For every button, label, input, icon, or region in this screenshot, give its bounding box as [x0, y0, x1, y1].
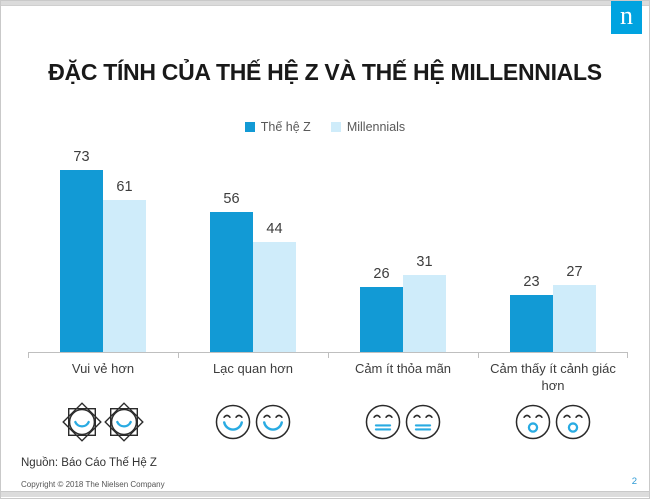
happy-face-icon	[254, 403, 292, 441]
bar-group-3: 26 31	[328, 152, 478, 352]
bar-gen-z-cat3: 26	[360, 266, 403, 352]
bar-group-1: 73 61	[28, 149, 178, 352]
bar-group-2: 56 44	[178, 152, 328, 352]
neutral-face-icon	[364, 403, 402, 441]
bottom-divider-strip	[1, 491, 649, 497]
sun-smile-icon	[62, 401, 102, 442]
source-text: Nguồn: Báo Cáo Thế Hệ Z	[21, 457, 157, 469]
bar-value-millennials-cat2: 44	[266, 221, 283, 237]
bar-value-millennials-cat3: 31	[416, 253, 433, 270]
icon-pair-cat1	[28, 401, 178, 442]
legend-item-millennials: Millennials	[330, 120, 406, 134]
bar-value-millennials-cat4: 27	[566, 263, 583, 280]
category-label-2: Lạc quan hơn	[212, 361, 294, 376]
category-labels-row: Vui vẻ hơn Lạc quan hơn Cảm ít thỏa mãn Cảm…	[28, 361, 628, 395]
legend-label-gen-z: Thế hệ Z	[260, 120, 311, 134]
surprised-face-icon	[514, 403, 552, 441]
bar-millennials-cat4: 27	[553, 264, 596, 352]
bar-gen-z-cat1: 73	[60, 149, 103, 352]
x-axis-line	[28, 352, 628, 358]
sun-smile-icon	[104, 401, 144, 442]
happy-face-icon	[214, 403, 252, 441]
bar-value-gen-z-cat3: 26	[373, 266, 390, 282]
bar-millennials-cat3: 31	[403, 254, 446, 352]
axis-tick	[627, 353, 628, 358]
bar-millennials-cat2: 44	[253, 221, 296, 352]
surprised-face-icon	[554, 403, 592, 441]
chart-legend: Thế hệ Z Millennials	[1, 120, 649, 134]
icon-pair-cat2	[178, 402, 328, 442]
axis-tick	[28, 353, 29, 358]
chart-plot-area: 73 61 56 44 26 31 23 27	[28, 149, 628, 352]
neutral-face-icon	[404, 403, 442, 441]
bar-millennials-cat1: 61	[103, 179, 146, 352]
bar-value-gen-z-cat4: 23	[523, 273, 540, 290]
top-divider-strip	[1, 1, 649, 6]
category-label-4: Cảm thấy ít cảnh giác hơn	[490, 361, 616, 393]
bar-gen-z-cat2: 56	[210, 191, 253, 352]
category-label-3: Cảm ít thỏa mãn	[354, 361, 452, 376]
legend-swatch-gen-z	[244, 122, 255, 132]
icon-pair-cat4	[478, 402, 628, 442]
bar-value-millennials-cat1: 61	[116, 178, 133, 195]
bar-value-gen-z-cat1: 73	[73, 148, 90, 165]
icon-pair-cat3	[328, 402, 478, 442]
page-number: 2	[631, 476, 637, 487]
category-icons-row	[28, 401, 628, 442]
bar-value-gen-z-cat2: 56	[223, 191, 240, 207]
legend-item-gen-z: Thế hệ Z	[244, 120, 311, 134]
copyright-text: Copyright © 2018 The Nielsen Company	[21, 480, 165, 489]
bar-chart: 73 61 56 44 26 31 23 27 Vui vẻ hơn Lạc quan hơn C…	[28, 149, 628, 442]
nielsen-logo: n	[611, 1, 642, 34]
category-label-1: Vui vẻ hơn	[71, 361, 135, 376]
bar-gen-z-cat4: 23	[510, 274, 553, 352]
nielsen-logo-letter: n	[620, 1, 633, 30]
axis-tick	[328, 353, 329, 358]
bar-group-4: 23 27	[478, 152, 628, 352]
page-title: ĐẶC TÍNH CỦA THẾ HỆ Z VÀ THẾ HỆ MILLENNI…	[48, 59, 602, 85]
axis-tick	[478, 353, 479, 358]
legend-label-millennials: Millennials	[346, 120, 406, 134]
legend-swatch-millennials	[330, 122, 341, 132]
axis-tick	[178, 353, 179, 358]
